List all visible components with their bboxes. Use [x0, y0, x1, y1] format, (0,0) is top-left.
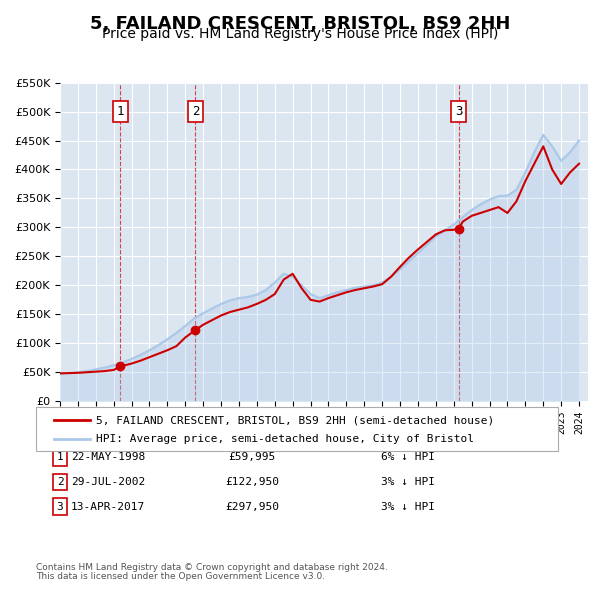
- Text: 13-APR-2017: 13-APR-2017: [71, 502, 145, 512]
- Text: 1: 1: [56, 453, 64, 462]
- Text: Contains HM Land Registry data © Crown copyright and database right 2024.: Contains HM Land Registry data © Crown c…: [36, 563, 388, 572]
- Text: HPI: Average price, semi-detached house, City of Bristol: HPI: Average price, semi-detached house,…: [96, 434, 474, 444]
- Text: £59,995: £59,995: [229, 453, 275, 462]
- Text: 3: 3: [455, 105, 463, 118]
- Text: 5, FAILAND CRESCENT, BRISTOL, BS9 2HH (semi-detached house): 5, FAILAND CRESCENT, BRISTOL, BS9 2HH (s…: [96, 415, 494, 425]
- Text: 3: 3: [56, 502, 64, 512]
- Text: Price paid vs. HM Land Registry's House Price Index (HPI): Price paid vs. HM Land Registry's House …: [102, 27, 498, 41]
- Text: This data is licensed under the Open Government Licence v3.0.: This data is licensed under the Open Gov…: [36, 572, 325, 581]
- Text: 2: 2: [192, 105, 199, 118]
- Text: 3% ↓ HPI: 3% ↓ HPI: [381, 502, 435, 512]
- Text: £122,950: £122,950: [225, 477, 279, 487]
- Text: 1: 1: [117, 105, 124, 118]
- Text: 29-JUL-2002: 29-JUL-2002: [71, 477, 145, 487]
- Text: 2: 2: [56, 477, 64, 487]
- Text: 3% ↓ HPI: 3% ↓ HPI: [381, 477, 435, 487]
- Text: 5, FAILAND CRESCENT, BRISTOL, BS9 2HH: 5, FAILAND CRESCENT, BRISTOL, BS9 2HH: [90, 15, 510, 33]
- Text: £297,950: £297,950: [225, 502, 279, 512]
- Text: 6% ↓ HPI: 6% ↓ HPI: [381, 453, 435, 462]
- Text: 22-MAY-1998: 22-MAY-1998: [71, 453, 145, 462]
